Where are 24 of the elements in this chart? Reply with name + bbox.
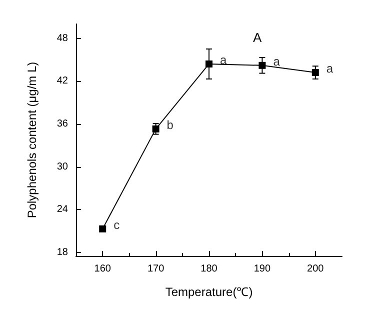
text: A [253,30,262,45]
x-tick-label: 190 [254,264,271,274]
annotation: a [326,62,334,76]
point [312,69,319,76]
x-tick-label: 200 [307,264,324,274]
point [206,60,212,68]
point [152,125,160,132]
point [258,62,266,69]
x-tick-label: 170 [147,264,165,274]
y-tick-label: 36 [56,118,68,130]
y-axis-title: Polyphenols content (μg/m L) [25,62,39,218]
y-tick-label: 30 [56,161,68,172]
annotation: a [273,54,280,68]
y-tick-label: 48 [56,32,68,44]
point [99,225,106,232]
y-tick-label: 18 [56,246,68,258]
x-axis-title: Temperature(℃) [165,285,253,299]
annotation: a [220,52,227,67]
annotation: c [114,218,120,232]
annotation: b [166,118,174,132]
x-tick-label: 160 [94,264,112,274]
y-tick-label: 42 [56,76,68,87]
y-tick-label: 24 [56,204,68,216]
x-tick-label: 180 [200,264,218,274]
